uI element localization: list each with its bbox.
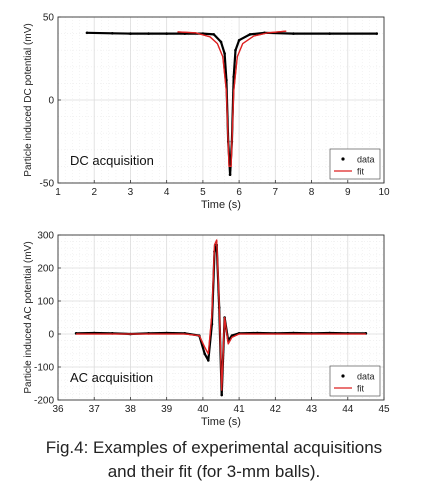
series-data-point: [219, 40, 223, 44]
series-data-point: [147, 32, 150, 35]
series-data-point: [212, 33, 216, 36]
legend-box: [329, 148, 381, 180]
ac-chart: 36 37 38 39 40 41 42 43 44 45 -200 -100 0 100 200 300 Ti…: [23, 231, 390, 429]
legend-swatch-data: [341, 157, 345, 161]
x-tick-label: 4: [164, 187, 170, 198]
series-data-point: [111, 31, 114, 35]
x-tick-label: 6: [236, 187, 242, 198]
x-tick-label: 42: [270, 404, 282, 415]
x-tick-label: 40: [197, 404, 209, 415]
x-tick-label: 7: [273, 187, 279, 198]
x-tick-label: 2: [91, 187, 97, 198]
legend-label-fit: fit: [357, 384, 365, 394]
legend-label-data: data: [357, 155, 375, 165]
series-data-point: [248, 33, 252, 36]
y-tick-label: 50: [43, 13, 55, 24]
series-fit-line-top: [76, 239, 366, 391]
series-data-point: [85, 31, 89, 35]
legend-swatch-data: [341, 374, 345, 378]
series-data-point: [183, 32, 187, 35]
series-data-point: [232, 75, 235, 79]
y-axis-label: Particle induced AC potential (mV): [23, 241, 34, 393]
x-tick-label: 9: [345, 187, 351, 198]
series-data-point: [203, 352, 206, 356]
x-tick-label: 1: [55, 187, 61, 198]
y-tick-label: 0: [48, 330, 54, 341]
x-axis-label: Time (s): [201, 199, 241, 211]
series-fit-line-top: [177, 30, 287, 167]
series-data-point: [129, 32, 132, 35]
x-tick-label: 37: [89, 404, 101, 415]
y-tick-label: -100: [34, 363, 54, 374]
series-data-point: [328, 32, 331, 35]
y-tick-label: 100: [37, 297, 54, 308]
x-tick-label: 39: [161, 404, 173, 415]
y-tick-label: 200: [37, 264, 54, 275]
legend-box: [329, 365, 381, 397]
series-data-point: [375, 32, 379, 35]
x-tick-label: 41: [234, 404, 246, 415]
chart-annotation: DC acquisition: [70, 153, 154, 168]
series-data-point: [220, 393, 224, 397]
y-tick-label: 0: [48, 96, 54, 107]
caption-line-1: Fig.4: Examples of experimental acquisit…: [45, 438, 383, 457]
series-data-point: [237, 38, 241, 42]
x-tick-label: 10: [378, 187, 390, 198]
x-tick-label: 8: [309, 187, 315, 198]
series-data-point: [292, 32, 295, 35]
x-tick-label: 3: [128, 187, 134, 198]
x-tick-label: 45: [378, 404, 390, 415]
x-tick-label: 44: [342, 404, 354, 415]
legend-label-data: data: [357, 372, 375, 382]
x-tick-label: 5: [200, 187, 206, 198]
y-tick-label: -200: [34, 396, 54, 407]
x-tick-label: 36: [52, 404, 64, 415]
y-tick-label: -50: [40, 179, 55, 190]
y-tick-label: 300: [37, 231, 54, 242]
dc-chart: 1 2 3 4 5 6 7 8 9 10 -50 0 50 Time (s) Particle induce…: [23, 13, 390, 212]
chart-annotation: AC acquisition: [70, 370, 153, 385]
x-tick-label: 38: [125, 404, 137, 415]
series-data-point: [234, 48, 237, 52]
axes-frame: [57, 234, 385, 401]
x-axis-label: Time (s): [201, 416, 241, 428]
x-tick-label: 43: [306, 404, 318, 415]
y-axis-label: Particle induced DC potential (mV): [23, 23, 34, 176]
caption-line-2: and their fit (for 3-mm balls).: [107, 462, 321, 481]
series-data-point: [230, 334, 234, 337]
series-data-point: [228, 173, 232, 176]
series-data-point: [223, 52, 226, 55]
series-data-point: [207, 359, 210, 362]
series-data-point: [165, 32, 168, 35]
legend-label-fit: fit: [357, 167, 365, 177]
